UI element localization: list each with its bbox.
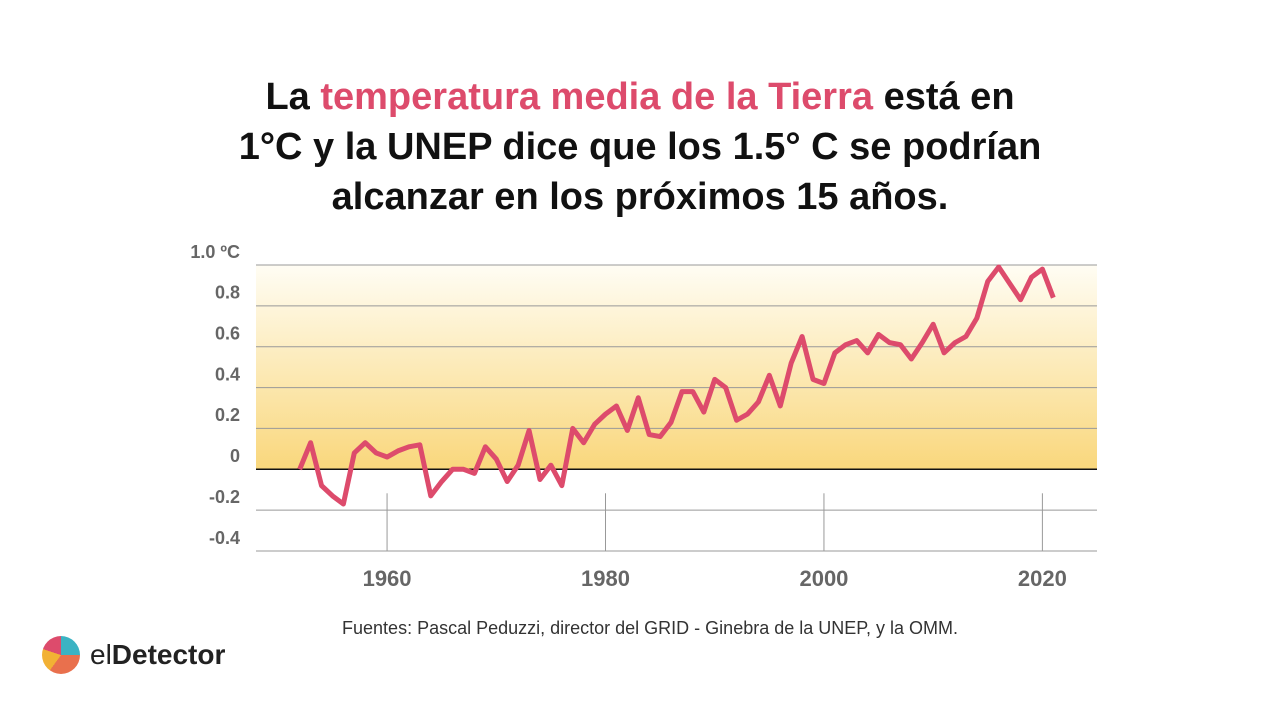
x-tick-label: 2020 xyxy=(1018,566,1067,591)
y-tick-label: 0.6 xyxy=(215,323,240,343)
title-text: está en xyxy=(873,76,1015,118)
logo-icon xyxy=(42,636,80,674)
line xyxy=(297,264,1056,507)
title-text: La xyxy=(265,76,321,118)
logo: el Detector xyxy=(42,636,225,674)
x-tick-label: 1960 xyxy=(363,566,412,591)
y-tick-label: 1.0 ºC xyxy=(190,242,240,262)
title-text: 1°C y la UNEP dice que los 1.5° C se pod… xyxy=(238,126,1042,168)
title-highlight: temperatura media de la Tierra xyxy=(320,76,874,118)
y-tick-label: 0 xyxy=(230,446,240,466)
y-tick-label: -0.2 xyxy=(209,487,240,507)
logo-text: Detector xyxy=(111,639,226,670)
background-gradient xyxy=(256,265,1097,470)
y-tick-label: 0.4 xyxy=(215,364,240,384)
title-text: alcanzar en los próximos 15 años. xyxy=(331,176,949,218)
y-tick-label: -0.4 xyxy=(209,528,240,548)
x-tick-label: 1980 xyxy=(581,566,630,591)
y-tick-label: 0.8 xyxy=(215,283,240,303)
title: La temperatura media de la Tierra está e… xyxy=(0,72,1280,222)
logo-text: el xyxy=(90,639,112,670)
x-tick-label: 2000 xyxy=(799,566,848,591)
y-tick-label: 0.2 xyxy=(215,405,240,425)
source: Fuentes: Pascal Peduzzi, director del GR… xyxy=(342,618,958,638)
